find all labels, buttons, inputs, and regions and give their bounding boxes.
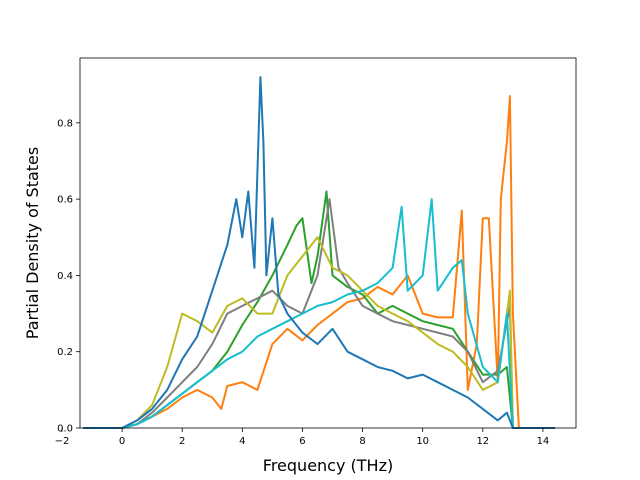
x-tick-label: 10 [416,436,429,447]
series-line-5 [83,198,555,429]
x-axis-label: Frequency (THz) [263,456,393,475]
series-line-4 [83,236,555,429]
y-tick-label: 0.8 [57,118,73,129]
x-tick-label: 2 [179,436,185,447]
y-tick-label: 0.0 [57,424,73,435]
y-tick-label: 0.6 [57,195,73,206]
plot-frame [79,57,577,429]
x-tick-label: 8 [359,436,365,447]
y-axis-label: Partial Density of States [23,147,42,339]
y-axis-ticks: 0.0 0.2 0.4 0.6 0.8 [57,118,80,435]
series-line-6 [83,76,555,429]
x-tick-label: 14 [537,436,550,447]
x-tick-label: 12 [476,436,489,447]
x-tick-label: −2 [55,436,70,447]
series-line-3 [83,198,555,429]
x-axis-ticks: −2 0 2 4 6 8 10 12 14 [55,428,550,447]
x-tick-label: 0 [119,436,125,447]
x-tick-label: 4 [239,436,245,447]
y-tick-label: 0.2 [57,347,73,358]
series-line-2 [83,190,555,429]
x-tick-label: 6 [299,436,305,447]
series-layer [83,76,555,429]
y-tick-label: 0.4 [57,271,73,282]
